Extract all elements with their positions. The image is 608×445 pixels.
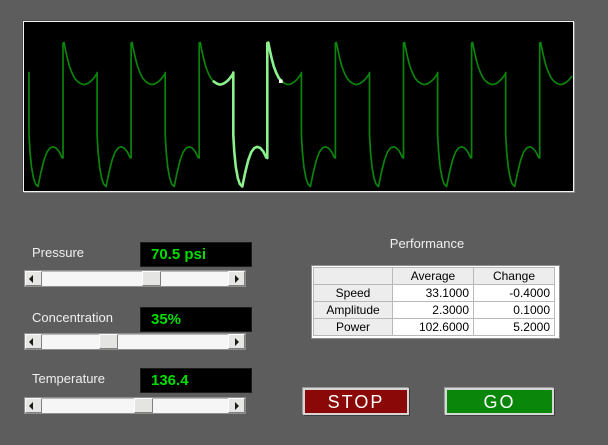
table-cell-power-average[interactable]: 102.6000 [393, 319, 473, 335]
table-cell-power-change[interactable]: 5.2000 [474, 319, 554, 335]
table-cell-speed-change[interactable]: -0.4000 [474, 285, 554, 301]
concentration-slider-left-arrow[interactable] [25, 334, 42, 349]
table-header-change: Change [474, 268, 554, 284]
temperature-slider-thumb[interactable] [134, 398, 153, 413]
table-header-average: Average [393, 268, 473, 284]
table-corner-cell [314, 268, 392, 284]
waveform-display[interactable] [23, 21, 574, 192]
concentration-label: Concentration [32, 310, 113, 325]
table-cell-speed-average[interactable]: 33.1000 [393, 285, 473, 301]
temperature-slider-left-arrow[interactable] [25, 398, 42, 413]
temperature-slider-right-arrow[interactable] [228, 398, 245, 413]
concentration-slider-right-arrow[interactable] [228, 334, 245, 349]
waveform-trace [28, 41, 573, 188]
pressure-slider-track[interactable] [42, 271, 228, 286]
pressure-slider-thumb[interactable] [142, 271, 161, 286]
table-cell-amplitude-average[interactable]: 2.3000 [393, 302, 473, 318]
pressure-slider-right-arrow[interactable] [228, 271, 245, 286]
concentration-slider-track[interactable] [42, 334, 228, 349]
left-arrow-icon [29, 338, 33, 346]
temperature-slider-track[interactable] [42, 398, 228, 413]
right-arrow-icon [235, 275, 239, 283]
concentration-slider[interactable] [24, 333, 246, 350]
performance-title: Performance [389, 236, 465, 251]
table-row-label-power: Power [314, 319, 392, 335]
go-button[interactable]: GO [445, 388, 554, 415]
performance-table: Average Change Speed 33.1000 -0.4000 Amp… [311, 265, 560, 339]
concentration-value-display: 35% [140, 307, 252, 332]
left-arrow-icon [29, 402, 33, 410]
table-row-label-amplitude: Amplitude [314, 302, 392, 318]
temperature-value-display: 136.4 [140, 368, 252, 393]
cursor-dot [279, 79, 283, 83]
pressure-slider[interactable] [24, 270, 246, 287]
pressure-label: Pressure [32, 245, 85, 260]
table-cell-amplitude-change[interactable]: 0.1000 [474, 302, 554, 318]
temperature-label: Temperature [32, 371, 105, 386]
concentration-slider-thumb[interactable] [99, 334, 118, 349]
right-arrow-icon [235, 402, 239, 410]
table-row-label-speed: Speed [314, 285, 392, 301]
left-arrow-icon [29, 275, 33, 283]
stop-button[interactable]: STOP [303, 388, 409, 415]
pressure-value-display: 70.5 psi [140, 242, 252, 267]
temperature-slider[interactable] [24, 397, 246, 414]
pressure-slider-left-arrow[interactable] [25, 271, 42, 286]
right-arrow-icon [235, 338, 239, 346]
